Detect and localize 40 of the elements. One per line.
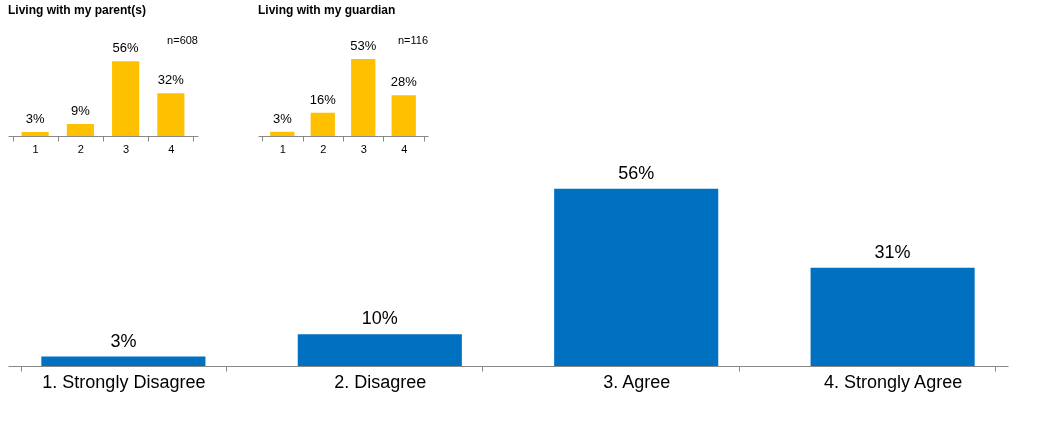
x-tick-label: 4 [401, 142, 408, 155]
bar [270, 131, 295, 136]
chart-title: Living with my guardian [258, 3, 396, 17]
data-label: 3% [110, 330, 137, 351]
bar [112, 61, 140, 136]
data-label: 16% [309, 91, 337, 107]
text: n=608 [167, 34, 198, 46]
data-label: 56% [112, 40, 140, 56]
data-label: 32% [157, 72, 185, 88]
x-tick-label: 3 [360, 142, 367, 155]
data-label: 31% [874, 241, 911, 262]
bar [41, 356, 206, 366]
x-tick-label: 2. Disagree [334, 371, 427, 392]
x-tick-label: 2 [320, 142, 327, 155]
x-tick-label: 4 [168, 142, 175, 155]
x-tick-label: 3 [123, 142, 130, 155]
chart-title: Living with my parent(s) [8, 3, 147, 17]
data-label: 10% [361, 308, 398, 329]
bar [21, 132, 49, 136]
data-label: 56% [618, 162, 655, 183]
bar [310, 112, 335, 136]
data-label: 9% [70, 103, 91, 118]
x-tick-label: 1 [279, 142, 286, 155]
x-tick-label: 2 [77, 142, 84, 155]
bar [554, 188, 719, 366]
bar [810, 267, 975, 366]
data-label: 3% [25, 111, 45, 126]
x-tick-label: 1 [32, 142, 39, 155]
data-label: 53% [350, 37, 377, 53]
bar [66, 124, 94, 136]
x-tick-label: 1. Strongly Disagree [42, 371, 206, 392]
bar [391, 95, 416, 136]
bar [351, 58, 376, 136]
bar [297, 334, 462, 366]
x-tick-label: 3. Agree [603, 371, 671, 392]
bar [157, 93, 185, 136]
x-tick-label: 4. Strongly Agree [824, 371, 963, 392]
data-label: 3% [272, 110, 293, 126]
text: n=116 [397, 34, 428, 46]
data-label: 28% [390, 74, 418, 90]
